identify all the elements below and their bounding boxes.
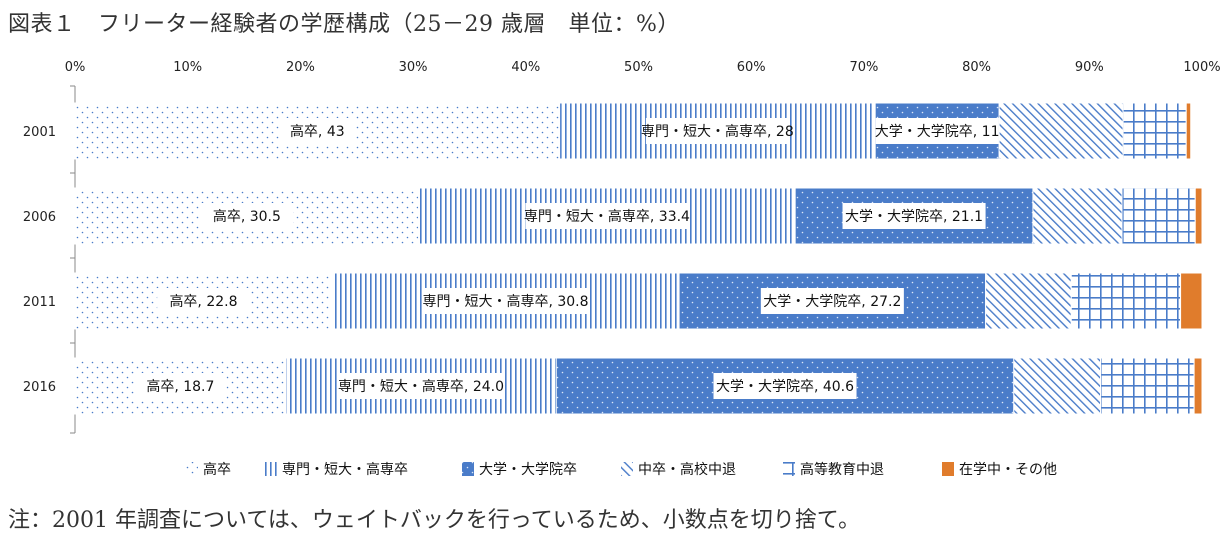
data-label: 高卒, 22.8: [169, 293, 237, 310]
x-tick-label: 0%: [65, 60, 86, 75]
data-label: 専門・短大・高専卒, 30.8: [422, 293, 588, 310]
x-tick-label: 40%: [511, 60, 540, 75]
data-label-box: [842, 203, 986, 229]
bar-segment: [985, 272, 1072, 330]
legend-label: 在学中・その他: [959, 462, 1057, 478]
bar-segment: [418, 187, 796, 245]
x-tick-label: 70%: [849, 60, 878, 75]
legend-swatch: [783, 462, 795, 476]
x-tick-label: 10%: [173, 60, 202, 75]
x-tick-label: 80%: [962, 60, 991, 75]
data-label: 専門・短大・高専卒, 28: [641, 123, 794, 140]
bar-segment: [1121, 187, 1196, 245]
category-label: 2016: [23, 380, 56, 395]
figure-title: 図表１ フリーター経験者の学歴構成（25－29 歳層 単位：%）: [8, 12, 680, 37]
legend-label: 高等教育中退: [800, 461, 884, 478]
data-label-box: [525, 203, 689, 229]
legend-label: 高卒: [203, 461, 231, 478]
data-label: 高卒, 43: [290, 123, 345, 140]
x-tick-label: 90%: [1075, 60, 1104, 75]
data-label: 大学・大学院卒, 11: [875, 124, 1000, 140]
data-label: 専門・短大・高専卒, 33.4: [524, 208, 690, 225]
footnote: 注：2001 年調査については、ウェイトバックを行っているため、小数点を切り捨て…: [8, 508, 861, 533]
legend-swatch: [462, 462, 474, 476]
category-label: 2001: [23, 125, 56, 140]
data-label-box: [760, 288, 904, 314]
bar-segment: [1100, 357, 1195, 415]
data-label: 専門・短大・高専卒, 24.0: [338, 378, 504, 395]
data-label-box: [200, 203, 294, 229]
bar-segment: [1122, 102, 1187, 160]
x-tick-label: 60%: [737, 60, 766, 75]
legend-swatch: [942, 462, 954, 476]
data-label-box: [875, 118, 999, 144]
data-label-box: [157, 288, 250, 314]
bar-segment: [998, 102, 1124, 160]
legend-swatch: [265, 462, 277, 476]
data-label: 大学・大学院卒, 21.1: [845, 209, 983, 225]
bar-segment: [1193, 357, 1203, 415]
legend-label: 大学・大学院卒: [479, 462, 577, 478]
data-label-box: [423, 288, 588, 314]
data-label-box: [134, 373, 227, 399]
data-label-box: [281, 118, 354, 144]
bar-segment: [1194, 187, 1203, 245]
bar-segment: [1180, 272, 1203, 330]
data-label-box: [645, 118, 789, 144]
category-label: 2011: [23, 295, 56, 310]
bar-segment: [1185, 102, 1192, 160]
bar-segment: [1013, 357, 1102, 415]
bar-segment: [1070, 272, 1182, 330]
x-tick-label: 50%: [624, 60, 653, 75]
x-tick-label: 100%: [1183, 60, 1220, 75]
legend-label: 中卒・高校中退: [638, 461, 736, 478]
data-label: 高卒, 18.7: [146, 378, 214, 395]
legend-swatch: [186, 462, 198, 476]
data-label: 大学・大学院卒, 40.6: [716, 379, 854, 395]
legend-label: 専門・短大・高専卒: [282, 461, 408, 478]
data-label: 高卒, 30.5: [213, 208, 281, 225]
data-label-box: [713, 373, 857, 399]
legend-swatch: [621, 462, 633, 476]
bar-segment: [1032, 187, 1123, 245]
data-label: 大学・大学院卒, 27.2: [763, 294, 901, 310]
x-tick-label: 30%: [399, 60, 428, 75]
x-tick-label: 20%: [286, 60, 315, 75]
category-label: 2006: [23, 210, 56, 225]
data-label-box: [339, 373, 503, 399]
